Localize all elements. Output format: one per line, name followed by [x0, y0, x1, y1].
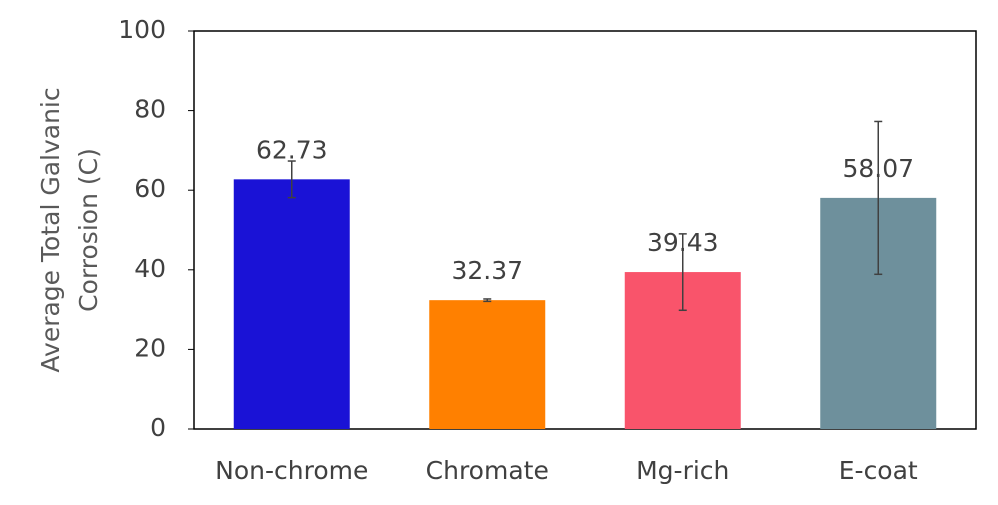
y-axis-title-line: Corrosion (C) — [74, 148, 103, 312]
y-axis-title-line: Average Total Galvanic — [36, 87, 65, 372]
y-tick-label: 80 — [134, 95, 166, 124]
plot-frame — [193, 30, 977, 430]
x-tick-label: E-coat — [839, 456, 918, 485]
y-tick-label: 60 — [134, 174, 166, 203]
x-tick-label: Non-chrome — [215, 456, 368, 485]
y-axis-title: Average Total Galvanic Corrosion (C) — [36, 87, 103, 372]
y-tick-label: 0 — [150, 413, 166, 442]
data-label: 62.73 — [256, 135, 328, 164]
data-label: 32.37 — [451, 256, 523, 285]
y-tick-label: 40 — [134, 254, 166, 283]
x-tick-label: Mg-rich — [636, 456, 729, 485]
y-tick-label: 20 — [134, 333, 166, 362]
x-tick-label: Chromate — [426, 456, 549, 485]
bar — [233, 179, 350, 429]
y-tick-label: 100 — [118, 15, 166, 44]
bar — [429, 300, 546, 429]
